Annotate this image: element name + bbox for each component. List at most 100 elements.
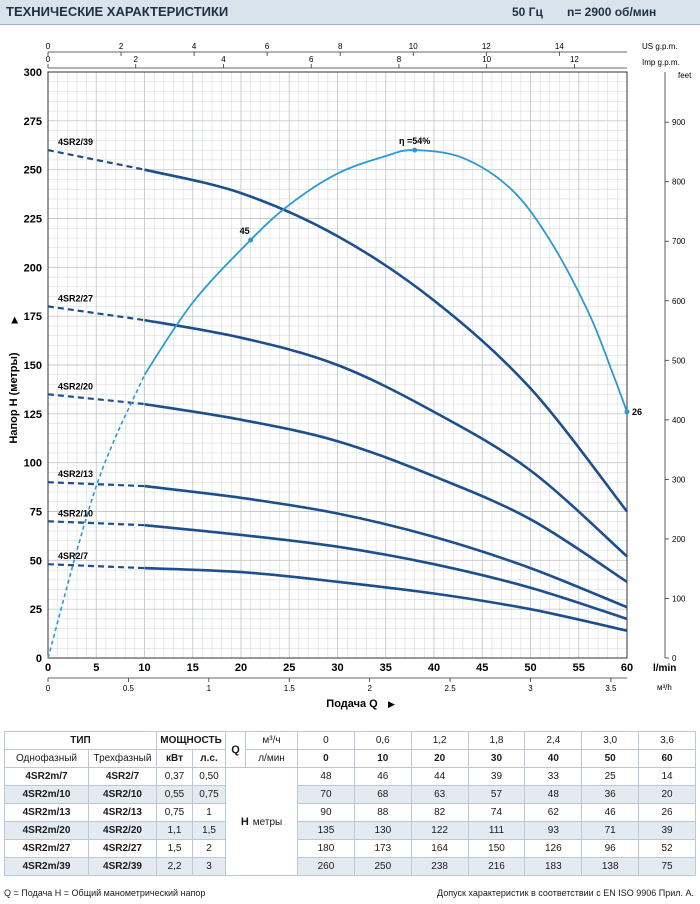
head-value-cell: 63: [410, 785, 469, 804]
table-header-power: МОЩНОСТЬ: [156, 731, 227, 750]
head-value-cell: 260: [297, 857, 355, 876]
m3h-tick-label: 2: [367, 684, 372, 693]
chart-labels: 4SR2/39 4SR2/27 4SR2/20 4SR2/13 4SR2/10 4SR2/…: [58, 136, 642, 561]
x-tick-label: 50: [524, 662, 536, 674]
m3h-tick-label: 1.5: [284, 684, 296, 693]
m3h-tick-label: 0.5: [123, 684, 135, 693]
head-value-cell: 75: [638, 857, 696, 876]
impgpm-tick-label: 4: [221, 55, 226, 64]
series-label: 4SR2/10: [58, 508, 93, 518]
y-tick-label: 0: [36, 653, 42, 665]
x-tick-label: 45: [476, 662, 488, 674]
impgpm-tick-label: 8: [397, 55, 402, 64]
table-header-hp: л.с.: [192, 749, 227, 768]
head-value-cell: 26: [638, 803, 696, 822]
head-value-cell: 238: [410, 857, 469, 876]
model-three-phase: 4SR2/27: [87, 839, 158, 858]
usgpm-tick-label: 14: [555, 42, 564, 51]
model-three-phase: 4SR2/39: [87, 857, 158, 876]
head-value-cell: 36: [581, 785, 640, 804]
feet-tick-label: 800: [672, 178, 686, 187]
head-value-cell: 216: [467, 857, 526, 876]
header-frequency: 50 Гц: [512, 5, 543, 19]
head-value-cell: 71: [581, 821, 640, 840]
model-single-phase: 4SR2m/13: [4, 803, 89, 822]
table-row: 4SR2m/20 4SR2/20 1,1 1,5 135 130 122 111 93 71 39: [4, 821, 696, 840]
power-kw: 1,1: [156, 821, 194, 840]
y-tick-label: 25: [30, 604, 42, 616]
head-value-cell: 39: [638, 821, 696, 840]
pump-curve: [144, 484, 628, 609]
q-lmin-cell: 30: [467, 749, 526, 768]
table-row: 4SR2m/13 4SR2/13 0,75 1 90 88 82 74 62 46 26: [4, 803, 696, 822]
head-value-cell: 180: [297, 839, 355, 858]
table-header-m3h: м³/ч: [245, 731, 299, 750]
head-value-cell: 57: [467, 785, 526, 804]
table-header-q: Q: [225, 731, 247, 768]
pump-curve: [144, 523, 628, 621]
q-lmin-cell: 0: [297, 749, 355, 768]
efficiency-curve-dashed: [47, 374, 146, 659]
m3h-tick-label: 3: [528, 684, 533, 693]
x-unit-m3h: м³/h: [657, 683, 672, 692]
head-value-cell: 183: [524, 857, 583, 876]
feet-tick-label: 400: [672, 416, 686, 425]
table-row: 4SR2m/27 4SR2/27 1,5 2 180 173 164 150 126 96 52: [4, 839, 696, 858]
model-single-phase: 4SR2m/20: [4, 821, 89, 840]
head-value-cell: 39: [467, 767, 526, 786]
pump-curve: [144, 318, 628, 558]
x-axis-arrow: ▶: [388, 699, 395, 709]
q-m3h-cell: 1,8: [467, 731, 526, 750]
usgpm-tick-label: 6: [265, 42, 270, 51]
x-tick-label: 30: [331, 662, 343, 674]
model-single-phase: 4SR2m/7: [4, 767, 89, 786]
x-unit-impgpm: Imp g.p.m.: [642, 58, 680, 67]
model-three-phase: 4SR2/20: [87, 821, 158, 840]
x-tick-label: 25: [283, 662, 295, 674]
pump-curve-dashed: [47, 481, 145, 488]
head-value-cell: 164: [410, 839, 469, 858]
head-value-cell: 70: [297, 785, 355, 804]
q-lmin-cell: 10: [353, 749, 412, 768]
m3h-tick-label: 1: [207, 684, 212, 693]
efficiency-marker-end: [624, 409, 630, 415]
head-value-cell: 52: [638, 839, 696, 858]
model-three-phase: 4SR2/13: [87, 803, 158, 822]
h-label: H: [240, 815, 249, 828]
y-tick-label: 250: [24, 165, 42, 177]
x-axis-label: Подача Q: [326, 698, 378, 710]
y-axis-label: Напор H (метры): [8, 352, 20, 443]
footer-legend: Q = Подача H = Общий манометрический нап…: [4, 888, 206, 898]
table-row: 4SR2m/10 4SR2/10 0,55 0,75 70 68 63 57 48 36 20: [4, 785, 696, 804]
head-value-cell: 20: [638, 785, 696, 804]
x-tick-label: 0: [45, 662, 51, 674]
q-m3h-cell: 0,6: [353, 731, 412, 750]
head-value-cell: 44: [410, 767, 469, 786]
m3h-tick-label: 2.5: [445, 684, 457, 693]
power-kw: 0,37: [156, 767, 194, 786]
q-lmin-cell: 60: [638, 749, 696, 768]
table-header-lmin: л/мин: [245, 749, 299, 768]
table-header-single-phase: Однофазный: [4, 749, 89, 768]
usgpm-tick-label: 4: [192, 42, 197, 51]
y-tick-label: 50: [30, 555, 42, 567]
efficiency-marker-start: [248, 237, 254, 243]
h-unit: метры: [252, 816, 283, 828]
y-axis-arrow: ▶: [9, 316, 19, 323]
footer-tolerance-note: Допуск характеристик в соответствии с EN…: [437, 888, 694, 898]
feet-tick-label: 200: [672, 535, 686, 544]
model-single-phase: 4SR2m/39: [4, 857, 89, 876]
head-value-cell: 33: [524, 767, 583, 786]
y-tick-label: 175: [24, 311, 42, 323]
y-unit-feet: feet: [678, 71, 692, 80]
feet-tick-label: 500: [672, 356, 686, 365]
x-unit-usgpm: US g.p.m.: [642, 42, 678, 51]
usgpm-tick-label: 0: [46, 42, 51, 51]
head-value-cell: 48: [297, 767, 355, 786]
head-value-cell: 62: [524, 803, 583, 822]
header-title: ТЕХНИЧЕСКИЕ ХАРАКТЕРИСТИКИ: [6, 4, 229, 19]
pump-curve: [144, 566, 628, 632]
efficiency-label-end: 26: [632, 407, 642, 417]
